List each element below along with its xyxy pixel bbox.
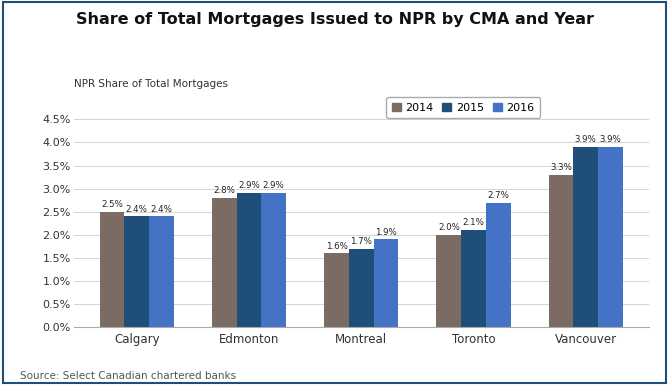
Bar: [598, 147, 623, 327]
Text: NPR Share of Total Mortgages: NPR Share of Total Mortgages: [74, 79, 227, 89]
Text: 3.9%: 3.9%: [575, 135, 597, 144]
Bar: [324, 253, 349, 327]
Bar: [436, 235, 461, 327]
Text: 2.7%: 2.7%: [487, 191, 509, 200]
Text: 3.9%: 3.9%: [599, 135, 622, 144]
Text: 1.7%: 1.7%: [351, 237, 372, 246]
Bar: [349, 249, 373, 327]
Text: 3.3%: 3.3%: [550, 163, 572, 172]
Text: Share of Total Mortgages Issued to NPR by CMA and Year: Share of Total Mortgages Issued to NPR b…: [76, 12, 593, 27]
Text: 2.4%: 2.4%: [126, 204, 148, 214]
Text: 2.1%: 2.1%: [462, 218, 484, 228]
Bar: [100, 212, 124, 327]
Text: 2.4%: 2.4%: [151, 204, 173, 214]
Text: 1.9%: 1.9%: [375, 228, 397, 237]
Text: 2.9%: 2.9%: [238, 181, 260, 191]
Bar: [573, 147, 598, 327]
Text: Source: Select Canadian chartered banks: Source: Select Canadian chartered banks: [20, 371, 236, 381]
Text: 2.5%: 2.5%: [101, 200, 123, 209]
Bar: [212, 198, 237, 327]
Bar: [373, 239, 398, 327]
Legend: 2014, 2015, 2016: 2014, 2015, 2016: [387, 97, 540, 119]
Text: 2.0%: 2.0%: [438, 223, 460, 232]
Text: 2.8%: 2.8%: [213, 186, 235, 195]
Bar: [461, 230, 486, 327]
Text: 1.6%: 1.6%: [326, 241, 347, 251]
Bar: [549, 175, 573, 327]
Bar: [486, 203, 510, 327]
Bar: [149, 216, 174, 327]
Bar: [262, 193, 286, 327]
Bar: [237, 193, 262, 327]
Text: 2.9%: 2.9%: [263, 181, 284, 191]
Bar: [124, 216, 149, 327]
